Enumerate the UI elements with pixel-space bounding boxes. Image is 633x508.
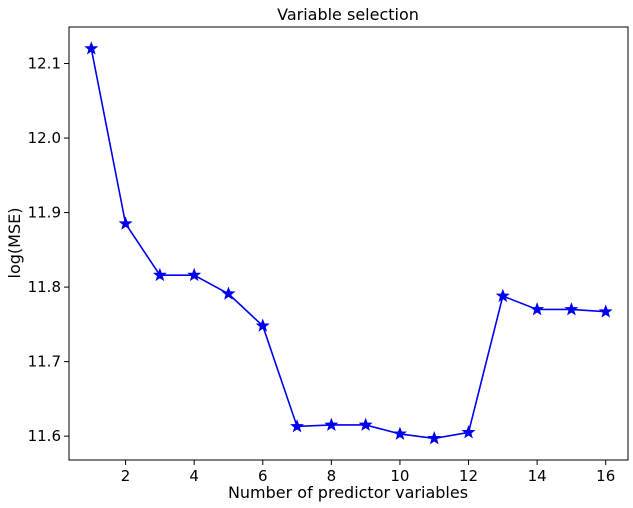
y-tick-label: 11.7 bbox=[28, 353, 61, 371]
series-line bbox=[90, 48, 606, 440]
plot-frame bbox=[68, 26, 629, 461]
data-point bbox=[358, 417, 373, 431]
data-point bbox=[290, 419, 305, 433]
data-point bbox=[564, 302, 579, 316]
data-point bbox=[324, 417, 339, 431]
data-point bbox=[255, 318, 270, 332]
y-axis: 11.6 11.7 11.8 11.9 12.0 12.1 bbox=[28, 55, 69, 445]
x-tick-label: 8 bbox=[327, 467, 337, 485]
y-tick-label: 11.8 bbox=[28, 278, 61, 296]
data-point bbox=[598, 304, 613, 318]
series-layer bbox=[84, 41, 613, 445]
y-tick-label: 12.0 bbox=[28, 129, 61, 147]
y-tick-label: 11.9 bbox=[28, 204, 61, 222]
chart-title: Variable selection bbox=[277, 5, 419, 24]
y-tick-label: 12.1 bbox=[28, 55, 61, 73]
data-point bbox=[221, 286, 236, 300]
data-point bbox=[461, 425, 476, 439]
data-point bbox=[152, 267, 167, 282]
data-point bbox=[530, 302, 545, 316]
x-tick-label: 14 bbox=[528, 467, 547, 485]
data-point bbox=[84, 41, 99, 55]
data-point bbox=[118, 216, 133, 230]
y-tick-label: 11.6 bbox=[28, 427, 61, 445]
y-axis-label: log(MSE) bbox=[5, 208, 24, 279]
data-point bbox=[392, 426, 407, 440]
x-tick-label: 16 bbox=[596, 467, 615, 485]
data-point bbox=[495, 288, 510, 302]
x-tick-label: 10 bbox=[390, 467, 409, 485]
x-tick-label: 4 bbox=[189, 467, 199, 485]
x-tick-label: 12 bbox=[459, 467, 478, 485]
x-axis: 2 4 6 8 10 12 14 16 bbox=[121, 460, 615, 485]
x-tick-label: 6 bbox=[258, 467, 268, 485]
data-point bbox=[427, 431, 442, 445]
data-point bbox=[187, 267, 202, 282]
x-tick-label: 2 bbox=[121, 467, 131, 485]
x-axis-label: Number of predictor variables bbox=[228, 483, 468, 502]
